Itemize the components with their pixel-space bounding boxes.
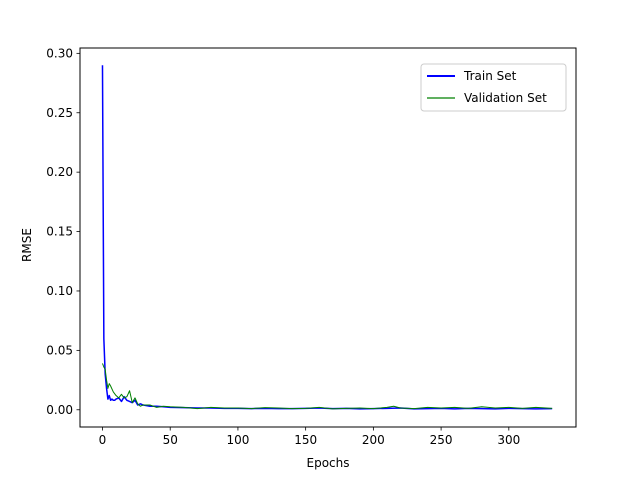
x-tick-label: 250 [430, 433, 453, 447]
legend: Train Set Validation Set [420, 63, 567, 112]
legend-label: Train Set [463, 69, 517, 83]
y-tick-label: 0.30 [46, 46, 73, 60]
axes-frame [79, 47, 577, 428]
x-tick-label: 300 [497, 433, 520, 447]
series-line-0 [101, 65, 553, 410]
x-tick-label: 50 [163, 433, 178, 447]
x-axis-label: Epochs [307, 456, 350, 470]
legend-box [420, 63, 567, 112]
series-line-1 [102, 363, 553, 410]
y-tick-label: 0.00 [46, 403, 73, 417]
y-tick-label: 0.05 [46, 343, 73, 357]
x-tick-label: 200 [362, 433, 385, 447]
y-tick-label: 0.15 [46, 225, 73, 239]
legend-label: Validation Set [464, 91, 547, 105]
y-tick-label: 0.10 [46, 284, 73, 298]
x-tick-label: 0 [99, 433, 107, 447]
x-axis-ticks: 0 50 100 150 200 250 300 [99, 427, 520, 447]
y-axis-label: RMSE [20, 228, 34, 262]
y-tick-label: 0.25 [46, 106, 73, 120]
x-tick-label: 150 [294, 433, 317, 447]
y-tick-label: 0.20 [46, 165, 73, 179]
y-axis-ticks: 0.00 0.05 0.10 0.15 0.20 0.25 0.30 [46, 46, 80, 417]
x-tick-label: 100 [226, 433, 249, 447]
series-layer [101, 65, 553, 410]
